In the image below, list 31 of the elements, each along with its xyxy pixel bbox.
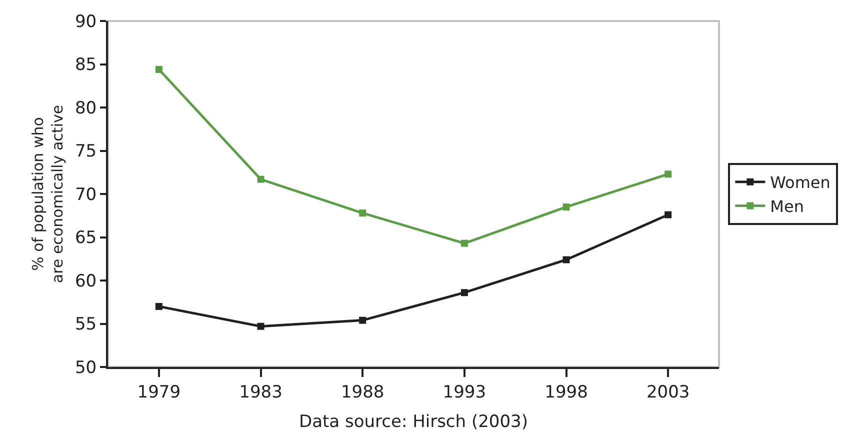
point — [359, 316, 366, 324]
legend-label: Women — [770, 173, 830, 192]
point — [257, 176, 264, 183]
y-tick-label: 90 — [74, 12, 97, 32]
x-tick-label: 1979 — [137, 382, 181, 402]
y-tick-label: 60 — [74, 271, 97, 292]
y-tick-label: 85 — [74, 55, 97, 76]
x-tick-label: 2003 — [646, 382, 690, 402]
point — [155, 66, 162, 73]
y-tick-label: 80 — [74, 98, 97, 118]
x-tick-label: 1988 — [340, 382, 384, 402]
x-tick-label: 1983 — [239, 382, 282, 402]
point — [257, 322, 264, 330]
point — [460, 289, 468, 296]
source-note: Data source: Hirsch (2003) — [299, 412, 528, 432]
point — [155, 302, 162, 310]
x-tick-label: 1993 — [442, 382, 486, 402]
point — [460, 240, 468, 247]
y-tick-label: 55 — [74, 314, 97, 335]
y-tick-label: 50 — [74, 358, 97, 378]
x-tick-label: 1998 — [544, 382, 588, 402]
y-tick-label: 75 — [74, 142, 97, 162]
y-tick-label: 65 — [74, 228, 97, 248]
point — [664, 170, 672, 178]
point — [664, 211, 672, 218]
legend-label: Men — [770, 196, 804, 216]
y-tick-label: 70 — [74, 184, 97, 205]
y-axis-title: % of population who are economically active — [29, 104, 67, 284]
point — [359, 210, 366, 217]
point — [562, 203, 570, 210]
point — [562, 256, 570, 264]
